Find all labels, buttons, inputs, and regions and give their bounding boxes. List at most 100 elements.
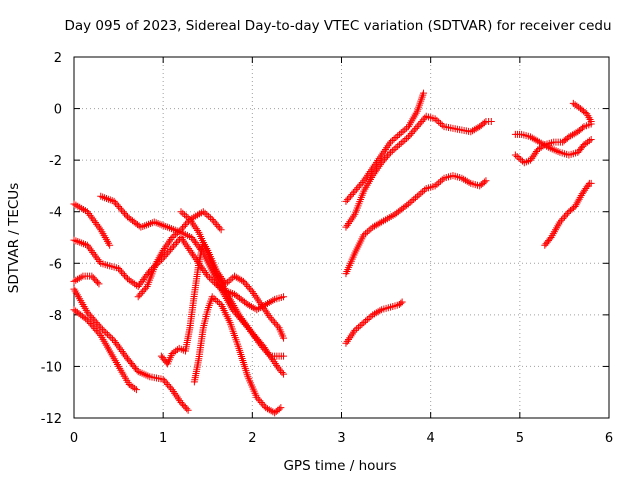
data-point (115, 203, 123, 211)
data-point (216, 224, 224, 232)
data-point (245, 284, 253, 292)
data-point (530, 135, 538, 143)
data-point (77, 273, 85, 281)
axis-ticks (73, 56, 610, 419)
data-point (412, 194, 420, 202)
data-point (214, 297, 222, 305)
data-point (584, 138, 592, 146)
data-point (95, 257, 103, 265)
data-point (438, 176, 446, 184)
data-point (362, 317, 370, 325)
data-point (139, 288, 147, 296)
data-point (184, 214, 192, 222)
data-point (395, 130, 403, 138)
data-point (240, 318, 248, 326)
data-point (97, 324, 105, 332)
data-point (412, 124, 420, 132)
data-point (170, 348, 178, 356)
data-point (573, 102, 581, 110)
data-point (263, 405, 271, 413)
data-point (181, 221, 189, 229)
data-point (532, 148, 540, 156)
data-point (267, 297, 275, 305)
data-point (121, 209, 129, 217)
data-point (236, 275, 244, 283)
data-point (227, 275, 235, 283)
data-point (125, 276, 133, 284)
data-point (563, 209, 571, 217)
data-point (579, 142, 587, 150)
data-point (433, 116, 441, 124)
data-point (584, 181, 592, 189)
data-point (415, 191, 423, 199)
data-point (244, 323, 252, 331)
data-point (401, 136, 409, 144)
data-point (180, 222, 188, 230)
data-point (116, 266, 124, 274)
data-point (265, 298, 273, 306)
data-point (201, 209, 209, 217)
data-point (95, 322, 103, 330)
data-point (280, 334, 288, 342)
data-point (349, 189, 357, 197)
data-point (83, 308, 91, 316)
data-point (210, 294, 218, 302)
data-point (208, 215, 216, 223)
data-point (397, 299, 405, 307)
grid (74, 57, 609, 418)
data-point (86, 245, 94, 253)
data-point (125, 380, 133, 388)
data-point (92, 319, 100, 327)
data-point (461, 176, 469, 184)
data-point (268, 315, 276, 323)
data-point (418, 117, 426, 125)
data-point (269, 296, 277, 304)
data-point (229, 274, 237, 282)
data-point (88, 321, 96, 329)
data-point (560, 213, 568, 221)
data-point (108, 335, 116, 343)
data-point (102, 329, 110, 337)
data-point (89, 315, 97, 323)
data-point (259, 400, 267, 408)
data-point (121, 351, 129, 359)
data-point (208, 293, 216, 301)
data-point (212, 296, 220, 304)
data-point (110, 337, 118, 345)
data-point (239, 316, 247, 324)
data-point (487, 117, 495, 125)
data-point (111, 338, 119, 346)
data-point (403, 124, 411, 132)
data-point (360, 319, 368, 327)
data-point (247, 286, 255, 294)
data-point (275, 405, 283, 413)
data-point (372, 309, 380, 317)
data-point (213, 221, 221, 229)
data-point (431, 182, 439, 190)
data-point (83, 208, 91, 216)
data-point (406, 198, 414, 206)
data-point (94, 278, 102, 286)
data-point (83, 316, 91, 324)
data-point (225, 277, 233, 285)
data-point (86, 211, 94, 219)
data-point (164, 249, 172, 257)
data-series-s11 (342, 89, 428, 205)
data-point (100, 327, 108, 335)
data-point (559, 215, 567, 223)
data-point (465, 178, 473, 186)
data-point (352, 185, 360, 193)
data-point (580, 141, 588, 149)
data-point (406, 131, 414, 139)
data-point (98, 325, 106, 333)
data-point (436, 120, 444, 128)
data-series-s9 (157, 239, 288, 368)
data-point (117, 346, 125, 354)
data-point (91, 219, 99, 227)
data-point (118, 268, 126, 276)
data-point (94, 222, 102, 230)
data-point (407, 129, 415, 137)
data-point (95, 330, 103, 338)
data-point (419, 116, 427, 124)
data-point (278, 368, 286, 376)
